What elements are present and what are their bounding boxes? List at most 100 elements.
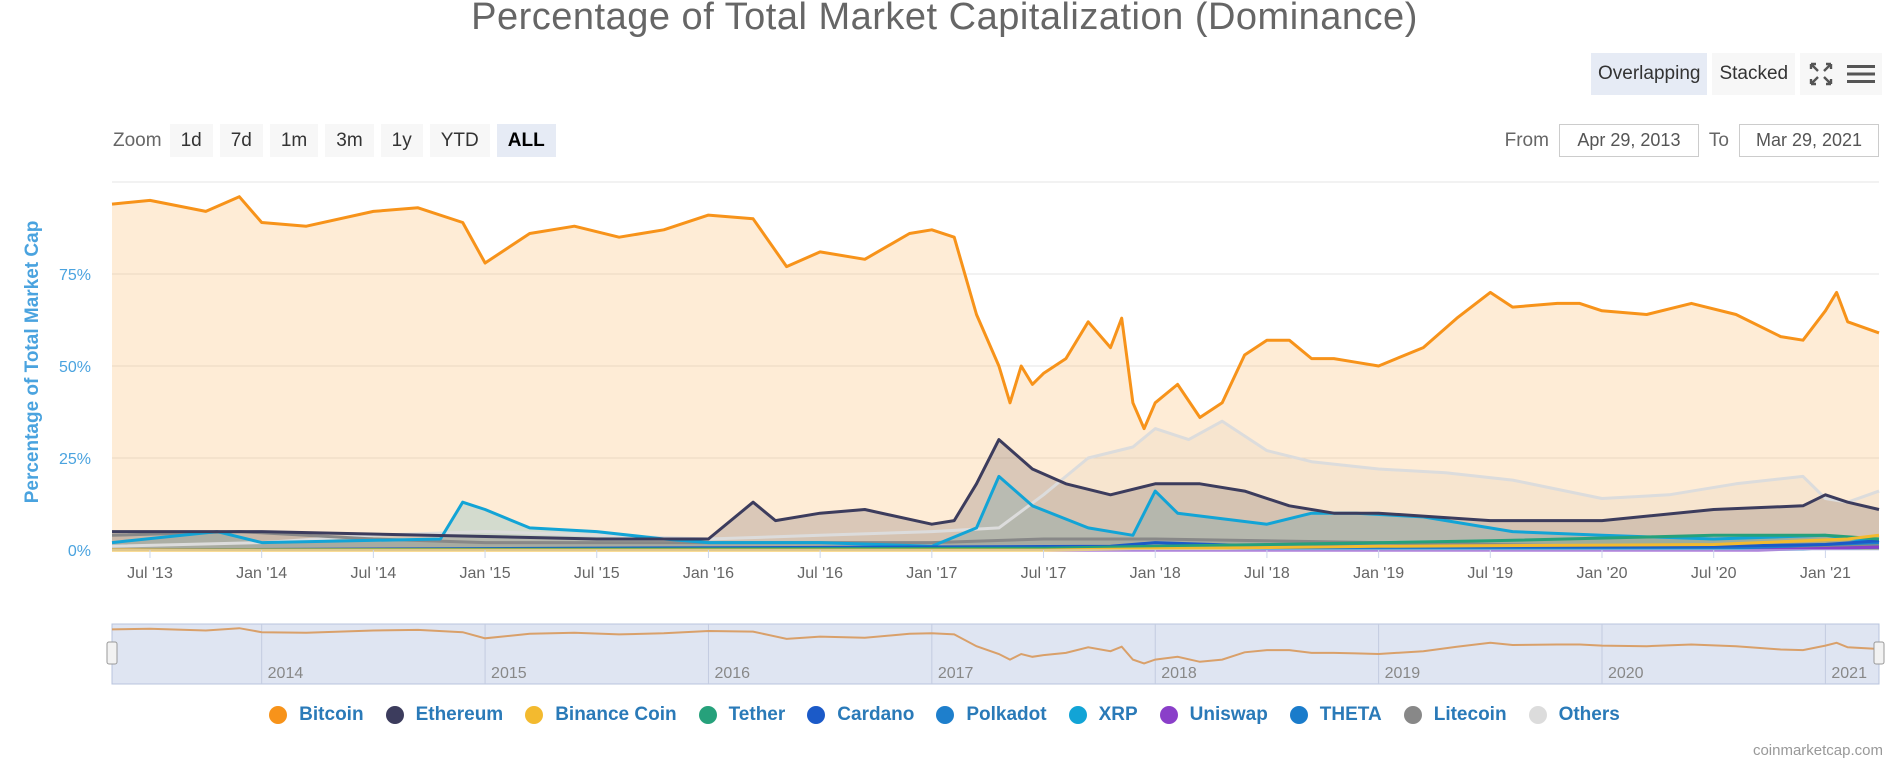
legend-item-litecoin[interactable]: Litecoin (1403, 704, 1507, 726)
legend-marker (525, 706, 544, 724)
hamburger-menu-icon (1847, 65, 1875, 83)
zoom-1y-button[interactable]: 1y (380, 124, 423, 157)
x-axis: Jul '13 Jan '14 Jul '14 Jan '15 Jul '15 Jan '… (112, 549, 1879, 582)
line-ethereum (112, 438, 1880, 541)
fullscreen-button[interactable] (1800, 53, 1842, 95)
navigator-year-label: 2021 (1831, 665, 1867, 682)
chart-title: Percentage of Total Market Capitalizatio… (471, 0, 1418, 38)
area-polkadot (112, 542, 1879, 550)
navigator-year-label: 2019 (1385, 665, 1421, 682)
series-lines (111, 195, 1880, 552)
x-tick-label: Jul '13 (127, 565, 173, 582)
from-date-input[interactable] (1558, 124, 1699, 157)
legend-marker (1289, 706, 1308, 724)
navigator-year-label: 2018 (1161, 665, 1197, 682)
legend-marker (936, 706, 955, 724)
navigator-year-label: 2017 (938, 665, 974, 682)
legend-item-xrp[interactable]: XRP (1068, 704, 1138, 726)
zoom-selector: Zoom 1d 7d 1m 3m 1y YTD ALL (113, 124, 563, 157)
area-tether (112, 535, 1879, 550)
line-uniswap (112, 545, 1880, 552)
x-tick-label: Jan '20 (1576, 565, 1627, 582)
x-tick-label: Jul '20 (1691, 565, 1737, 582)
from-label: From (1504, 129, 1549, 151)
zoom-7d-button[interactable]: 7d (219, 124, 263, 157)
legend-marker (1159, 706, 1178, 724)
legend-item-tether[interactable]: Tether (698, 704, 785, 726)
series-areas (112, 196, 1879, 550)
line-xrp (111, 474, 1880, 548)
area-xrp (112, 476, 1879, 550)
x-tick-label: Jan '18 (1130, 565, 1181, 582)
credits[interactable]: coinmarketcap.com (1752, 742, 1883, 759)
line-others (111, 419, 1880, 548)
zoom-ytd-button[interactable]: YTD (429, 124, 490, 157)
legend-item-others[interactable]: Others (1528, 704, 1620, 726)
navigator-mask[interactable] (111, 623, 1880, 685)
to-label: To (1708, 129, 1729, 151)
line-theta (111, 545, 1880, 552)
area-ethereum (112, 439, 1879, 550)
menu-button[interactable] (1840, 53, 1882, 95)
legend-label: THETA (1319, 704, 1382, 725)
line-tether (111, 533, 1880, 552)
y-axis-label: Percentage of Total Market Cap (22, 221, 43, 504)
x-tick-label: Jul '14 (350, 565, 396, 582)
navigator-year-label: 2020 (1608, 665, 1644, 682)
y-tick-label: 25% (59, 451, 91, 468)
legend-item-ethereum[interactable]: Ethereum (385, 704, 504, 726)
legend-marker (269, 706, 288, 724)
legend-marker (385, 706, 404, 724)
to-date-input[interactable] (1739, 124, 1879, 157)
navigator-handle-right[interactable] (1873, 641, 1885, 665)
area-binance-coin (112, 535, 1879, 550)
navigator-year-label: 2014 (268, 665, 304, 682)
legend-marker (1403, 706, 1422, 724)
legend-item-theta[interactable]: THETA (1289, 704, 1382, 726)
overlapping-button[interactable]: Overlapping (1591, 53, 1708, 95)
legend-item-binance-coin[interactable]: Binance Coin (525, 704, 677, 726)
legend-label: Others (1558, 704, 1620, 725)
legend-label: Cardano (837, 704, 915, 725)
x-tick-label: Jul '16 (797, 565, 843, 582)
zoom-1d-button[interactable]: 1d (169, 124, 213, 157)
legend-label: XRP (1098, 704, 1138, 725)
line-polkadot (111, 541, 1880, 552)
y-tick-label: 75% (59, 267, 91, 284)
legend-label: Ethereum (415, 704, 504, 725)
legend-marker (1068, 706, 1087, 724)
zoom-3m-button[interactable]: 3m (325, 124, 374, 157)
x-tick-label: Jan '15 (460, 565, 511, 582)
zoom-1m-button[interactable]: 1m (269, 124, 319, 157)
x-tick-label: Jan '21 (1800, 565, 1851, 582)
zoom-label: Zoom (113, 129, 162, 151)
x-tick-label: Jan '16 (683, 565, 734, 582)
line-bitcoin (111, 195, 1880, 431)
legend-marker (698, 706, 717, 724)
legend-item-cardano[interactable]: Cardano (807, 704, 914, 726)
navigator-handle-left[interactable] (106, 641, 118, 665)
stacked-button[interactable]: Stacked (1712, 53, 1796, 95)
x-tick-label: Jan '17 (906, 565, 957, 582)
line-binance-coin (112, 533, 1880, 552)
legend-label: Litecoin (1433, 704, 1507, 725)
date-range: From To (1495, 124, 1879, 157)
view-mode-toggle: Overlapping Stacked (1591, 53, 1800, 95)
legend-item-polkadot[interactable]: Polkadot (936, 704, 1047, 726)
legend-marker (1528, 706, 1547, 724)
legend-label: Polkadot (966, 704, 1047, 725)
area-bitcoin (112, 196, 1879, 550)
navigator-year-label: 2016 (714, 665, 750, 682)
zoom-all-button[interactable]: ALL (496, 124, 556, 157)
legend-item-bitcoin[interactable]: Bitcoin (269, 704, 364, 726)
legend-label: Uniswap (1189, 704, 1268, 725)
x-tick-label: Jul '18 (1244, 565, 1290, 582)
area-uniswap (112, 547, 1879, 550)
x-tick-label: Jan '14 (236, 565, 287, 582)
legend-label: Bitcoin (299, 704, 364, 725)
navigator-series (111, 627, 1880, 665)
legend: Bitcoin Ethereum Binance Coin Tether Cardano… (0, 704, 1889, 726)
y-tick-label: 50% (59, 359, 91, 376)
legend-item-uniswap[interactable]: Uniswap (1159, 704, 1268, 726)
area-cardano (112, 540, 1879, 550)
